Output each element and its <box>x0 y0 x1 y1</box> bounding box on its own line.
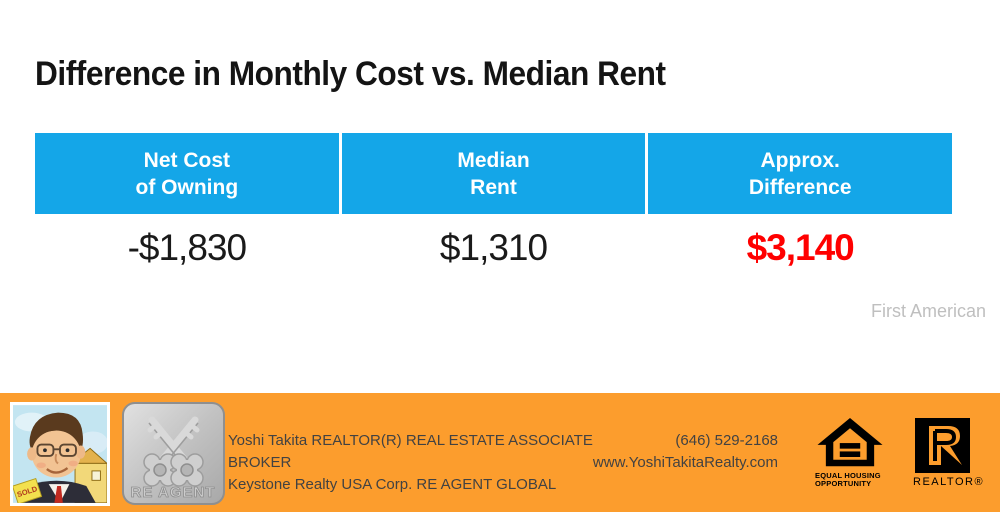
header-net-cost-line2: of Owning <box>135 175 239 199</box>
equal-housing-icon <box>817 418 883 467</box>
agent-contact-block: Yoshi Takita REALTOR(R) REAL ESTATE ASSO… <box>228 430 778 496</box>
agent-avatar: SOLD <box>10 402 110 506</box>
agent-website[interactable]: www.YoshiTakitaRealty.com <box>592 454 778 471</box>
agent-phone: (646) 529-2168 <box>675 432 778 449</box>
header-approx-difference-line1: Approx. <box>760 148 840 172</box>
value-net-cost: -$1,830 <box>127 227 247 268</box>
header-approx-difference-line2: Difference <box>748 175 852 199</box>
cost-table-values: -$1,830 $1,310 $3,140 <box>35 222 952 274</box>
equal-housing-label-line2: OPPORTUNITY <box>815 479 872 488</box>
equal-housing-logo: EQUAL HOUSING OPPORTUNITY <box>815 418 890 488</box>
agent-caricature-icon: SOLD <box>13 405 107 503</box>
footer-banner: SOLD <box>0 393 1000 512</box>
realtor-label: REALTOR® <box>913 476 985 488</box>
realtor-icon <box>915 418 970 473</box>
realtor-logo: REALTOR® <box>913 418 983 488</box>
header-net-cost: Net Cost of Owning <box>35 133 339 214</box>
value-median-rent: $1,310 <box>439 227 548 268</box>
header-approx-difference: Approx. Difference <box>648 133 953 214</box>
cost-table-header: Net Cost of Owning Median Rent Approx. D… <box>35 133 953 214</box>
re-agent-badge: RE AGENT <box>122 402 225 505</box>
header-median-rent-line1: Median <box>457 148 530 172</box>
header-net-cost-line1: Net Cost <box>143 148 230 172</box>
source-attribution: First American <box>870 301 986 321</box>
agent-name-line: Yoshi Takita REALTOR(R) REAL ESTATE ASSO… <box>228 432 593 471</box>
value-approx-difference: $3,140 <box>746 227 855 268</box>
agent-company-line: Keystone Realty USA Corp. RE AGENT GLOBA… <box>228 476 557 493</box>
equal-housing-label-line1: EQUAL HOUSING <box>815 471 881 480</box>
re-agent-badge-label: RE AGENT <box>131 484 216 501</box>
header-median-rent-line2: Rent <box>470 175 517 199</box>
header-median-rent: Median Rent <box>341 133 646 214</box>
page-title: Difference in Monthly Cost vs. Median Re… <box>35 55 666 93</box>
crossed-keys-icon: RE AGENT <box>122 402 225 505</box>
